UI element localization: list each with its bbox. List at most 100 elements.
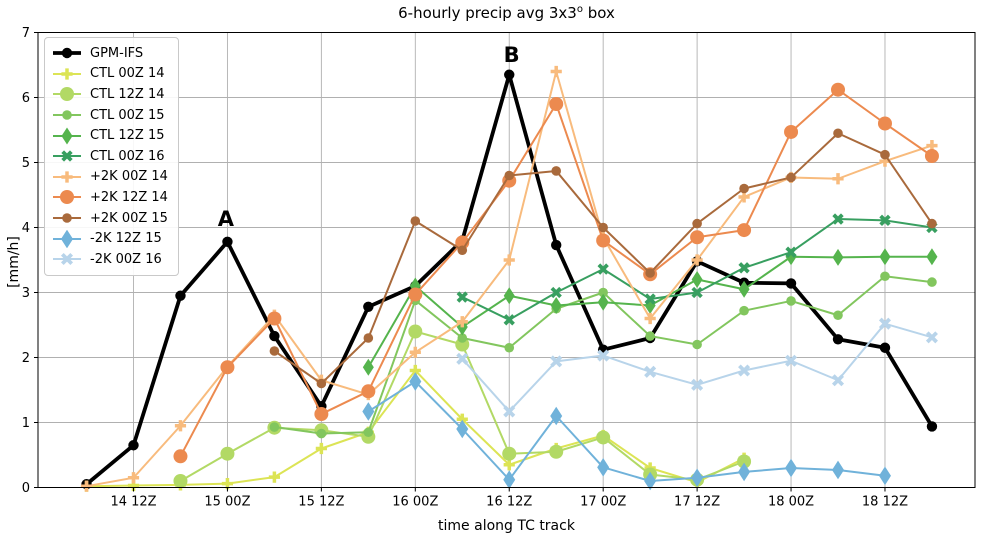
data-point-marker	[598, 222, 608, 233]
legend-marker-icon	[60, 87, 74, 102]
data-point-marker	[269, 346, 280, 356]
legend-item-ctl-00z-14: CTL 00Z 14	[52, 64, 168, 85]
data-point-marker	[361, 384, 376, 399]
data-point-marker	[692, 339, 702, 350]
legend-label: +2K 12Z 14	[90, 189, 168, 205]
data-point-marker	[268, 471, 281, 483]
y-tick-label: 3	[22, 286, 30, 301]
data-point-marker	[363, 333, 374, 343]
legend-swatch-icon	[53, 150, 81, 162]
data-point-marker	[880, 149, 890, 160]
annotation-b: B	[504, 43, 520, 67]
legend-item--2k-00z-15: +2K 00Z 15	[52, 208, 168, 229]
data-point-marker	[456, 316, 468, 328]
data-point-marker	[549, 97, 564, 111]
data-point-marker	[786, 172, 796, 183]
chart-title-superscript: o	[576, 4, 583, 15]
data-point-marker	[645, 331, 655, 341]
legend-item--2k-00z-14: +2K 00Z 14	[52, 167, 168, 188]
legend-marker-icon	[61, 127, 73, 145]
data-point-marker	[550, 406, 563, 426]
data-point-marker	[878, 466, 891, 486]
legend-label: CTL 12Z 14	[90, 86, 165, 102]
data-point-marker	[879, 342, 891, 353]
data-point-marker	[879, 214, 891, 227]
legend-swatch-icon	[53, 171, 81, 183]
data-point-marker	[924, 149, 939, 163]
legend-label: +2K 00Z 15	[90, 210, 168, 226]
x-tick-label: 16 12Z	[486, 495, 532, 510]
legend-marker-icon	[61, 48, 73, 59]
data-point-marker	[596, 430, 611, 445]
x-tick-label: 17 00Z	[580, 495, 626, 510]
legend-label: CTL 00Z 15	[90, 107, 165, 123]
data-point-marker	[550, 65, 562, 78]
x-tick-label: 15 12Z	[298, 495, 344, 510]
legend-swatch-icon	[53, 127, 81, 145]
data-point-marker	[877, 116, 892, 131]
data-point-marker	[409, 277, 421, 295]
legend-marker-icon	[62, 110, 72, 120]
data-point-marker	[691, 254, 703, 266]
data-point-marker	[316, 428, 327, 439]
legend-swatch-icon	[53, 48, 81, 59]
legend-marker-icon	[60, 190, 74, 205]
data-point-marker	[456, 291, 468, 303]
data-point-marker	[691, 468, 704, 488]
data-point-marker	[314, 407, 329, 422]
series-line--2k-12z-15	[367, 380, 886, 482]
data-point-marker	[408, 287, 423, 302]
data-point-marker	[832, 173, 844, 185]
data-point-marker	[363, 427, 374, 438]
x-tick-label: 17 12Z	[674, 495, 720, 510]
data-point-marker	[408, 324, 423, 339]
data-point-marker	[785, 278, 797, 289]
data-point-marker	[927, 218, 937, 229]
chart-title-text: 6-hourly precip avg 3x3	[398, 4, 577, 22]
data-point-marker	[267, 311, 282, 326]
data-point-marker	[410, 216, 421, 226]
x-tick-label: 18 12Z	[862, 495, 908, 510]
x-tick-label: 15 00Z	[204, 495, 250, 510]
data-point-marker	[503, 314, 515, 326]
legend-label: -2K 00Z 16	[90, 251, 162, 267]
legend: GPM-IFS CTL 00Z 14 CTL 12Z 14 CTL 00Z 15 CTL…	[44, 37, 179, 276]
data-point-marker	[596, 233, 611, 248]
legend-swatch-icon	[53, 229, 81, 248]
data-point-marker	[926, 421, 938, 432]
data-point-marker	[409, 346, 421, 358]
data-point-marker	[551, 166, 562, 176]
data-point-marker	[927, 277, 937, 287]
data-point-marker	[925, 331, 938, 344]
data-point-marker	[880, 271, 890, 282]
data-point-marker	[175, 290, 186, 301]
data-point-marker	[597, 263, 609, 275]
legend-marker-icon	[61, 68, 73, 80]
legend-marker-icon	[62, 213, 72, 223]
data-point-marker	[737, 223, 752, 238]
data-point-marker	[833, 128, 843, 139]
data-point-marker	[363, 301, 374, 312]
data-point-marker	[832, 460, 845, 480]
data-point-marker	[597, 293, 609, 311]
data-point-marker	[739, 183, 749, 194]
legend-item--2k-00z-16: -2K 00Z 16	[52, 249, 168, 270]
legend-swatch-icon	[53, 213, 81, 223]
data-point-marker	[503, 287, 515, 305]
data-point-marker	[503, 470, 516, 489]
y-tick-label: 0	[22, 481, 30, 496]
data-point-marker	[691, 286, 703, 299]
data-point-marker	[128, 440, 139, 451]
data-point-marker	[832, 248, 844, 266]
data-point-marker	[738, 462, 751, 482]
legend-item--2k-12z-14: +2K 12Z 14	[52, 187, 168, 208]
data-point-marker	[222, 236, 233, 247]
legend-item-gpm-ifs: GPM-IFS	[52, 43, 168, 64]
data-point-marker	[503, 254, 515, 266]
legend-swatch-icon	[53, 87, 81, 102]
data-point-marker	[644, 471, 657, 491]
legend-marker-icon	[61, 150, 73, 162]
data-point-marker	[549, 444, 564, 459]
data-point-marker	[504, 170, 515, 181]
